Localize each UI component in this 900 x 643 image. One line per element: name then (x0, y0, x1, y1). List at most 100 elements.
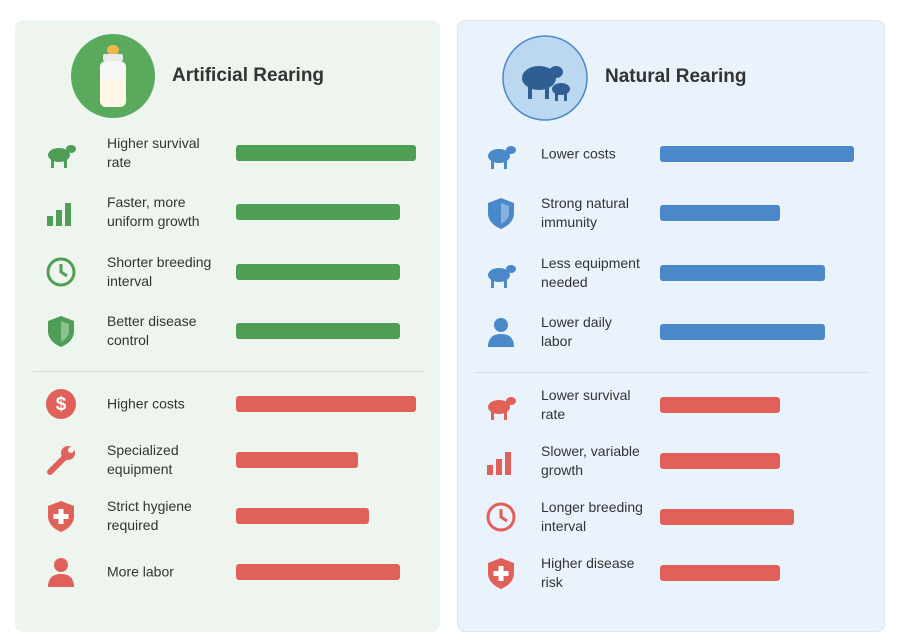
icon-shape (488, 268, 510, 282)
icon-shape (59, 264, 68, 278)
leg (564, 92, 567, 101)
icon-shape (488, 400, 510, 414)
icon-shape (66, 145, 76, 153)
icon-shape (54, 558, 68, 572)
row-icon (488, 318, 514, 347)
icon-shape (504, 411, 507, 420)
icon-shape (494, 318, 508, 332)
bottle-nipple (107, 45, 119, 55)
leg (555, 92, 558, 101)
row-icon (48, 501, 74, 532)
icon-shape (46, 389, 76, 419)
row-label: Faster, more uniform growth (107, 194, 200, 229)
bar (236, 396, 416, 412)
icon-shape (68, 447, 74, 453)
icon-shape (505, 452, 511, 475)
bar (660, 397, 781, 413)
row-icon (488, 198, 514, 229)
sheep (522, 66, 556, 90)
row-label: Lower survival rate (541, 387, 631, 422)
row-icon (487, 452, 511, 475)
row-label: Better disease control (107, 313, 197, 348)
row-label: Higher costs (107, 395, 185, 412)
bar (236, 508, 370, 524)
row-icon: $ (46, 389, 76, 419)
row-label: More labor (107, 563, 174, 580)
bar (660, 324, 825, 340)
row-label: Higher survival rate (107, 135, 200, 170)
row-icon (48, 145, 76, 168)
row-label: Higher disease risk (541, 555, 635, 590)
icon-shape (53, 514, 69, 519)
row-icon (488, 558, 514, 589)
row-label: Specialized equipment (107, 442, 179, 477)
icon-shape (61, 321, 69, 342)
row-icon (46, 257, 76, 287)
icon-shape (487, 465, 493, 475)
bar (660, 146, 854, 162)
row-icon (47, 203, 71, 226)
icon-shape (47, 216, 53, 226)
bar (236, 452, 359, 468)
row-label: Less equipment needed (541, 255, 640, 290)
icon-shape (506, 397, 516, 405)
icon-shape: $ (56, 394, 67, 415)
panel-title: Artificial Rearing (172, 65, 325, 86)
leg (528, 86, 532, 99)
sheep-head (549, 66, 563, 78)
icon-shape (488, 149, 510, 163)
bar (236, 323, 400, 339)
icon-shape (46, 257, 76, 287)
lamb (552, 83, 570, 95)
icon-shape (504, 279, 507, 288)
bar (660, 509, 794, 525)
icon-shape (493, 571, 509, 576)
leg (545, 86, 549, 99)
icon-shape (48, 148, 70, 162)
row-label: Shorter breeding interval (107, 254, 212, 289)
icon-shape (47, 454, 68, 475)
icon-shape (488, 334, 514, 347)
icon-shape (506, 265, 516, 273)
bar (660, 265, 825, 281)
row-icon (47, 446, 75, 475)
bar (236, 264, 400, 280)
bar (236, 564, 400, 580)
row-icon (488, 146, 516, 169)
icon-shape (64, 159, 67, 168)
header-icon (71, 34, 155, 118)
icon-shape (486, 502, 516, 532)
bar (236, 204, 400, 220)
header-icon (502, 35, 588, 121)
row-icon (488, 265, 516, 288)
icon-shape (48, 574, 74, 587)
panel-natural: Natural Rearing Lower costs Strong natura… (457, 20, 885, 632)
row-label: Longer breeding interval (541, 499, 643, 534)
icon-shape (491, 160, 494, 169)
icon-shape (496, 459, 502, 475)
divider (33, 371, 425, 372)
icon-shape (51, 159, 54, 168)
icon-shape (499, 509, 508, 523)
row-label: Slower, variable growth (541, 443, 640, 478)
row-icon (48, 316, 74, 347)
row-icon (488, 397, 516, 420)
row-label: Strict hygiene required (107, 498, 192, 533)
bar (660, 565, 781, 581)
bar (660, 205, 781, 221)
icon-shape (56, 210, 62, 226)
panel-artificial: Artificial Rearing Higher survival rate F… (15, 20, 440, 632)
row-icon (48, 558, 74, 587)
icon-shape (506, 146, 516, 154)
panel-title: Natural Rearing (605, 66, 747, 87)
icon-shape (48, 316, 74, 347)
icon-shape (491, 279, 494, 288)
bar (236, 145, 416, 161)
bar (660, 453, 781, 469)
icon-shape (488, 198, 514, 229)
bottle-cap (103, 54, 123, 61)
row-label: Lower daily labor (541, 314, 612, 349)
divider (475, 372, 868, 373)
row-label: Lower costs (541, 145, 616, 162)
